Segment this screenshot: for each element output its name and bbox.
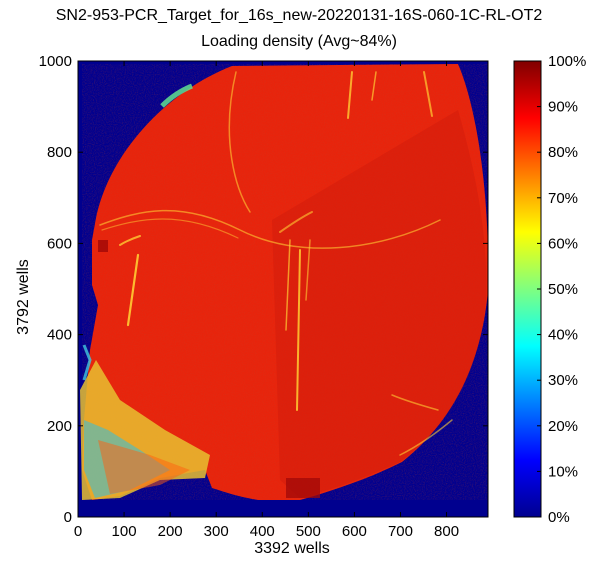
y-tick-label: 1000 <box>39 53 72 70</box>
y-tick-label: 200 <box>47 418 72 435</box>
y-tick-label: 0 <box>64 509 72 526</box>
x-tick-label: 0 <box>74 523 82 540</box>
y-tick-label: 600 <box>47 235 72 252</box>
streaks <box>99 71 453 456</box>
plot-frame <box>77 60 489 518</box>
x-tick-label: 700 <box>388 523 413 540</box>
x-tick-label: 300 <box>204 523 229 540</box>
colorbar-tick-label: 80% <box>548 144 578 161</box>
colorbar-tick-label: 60% <box>548 235 578 252</box>
x-axis-label: 3392 wells <box>254 540 330 557</box>
colorbar-ticks: 0% 10% 20% 30% 40% 50% 60% 70% 80% 90% 100% <box>537 53 586 526</box>
x-tick-label: 100 <box>112 523 137 540</box>
y-tick-label: 400 <box>47 327 72 344</box>
colorbar <box>513 60 542 518</box>
y-tick-label: 800 <box>47 144 72 161</box>
heatmap-image <box>80 64 488 500</box>
colorbar-tick-label: 40% <box>548 327 578 344</box>
chart-title: SN2-953-PCR_Target_for_16s_new-20220131-… <box>55 7 543 24</box>
x-tick-label: 600 <box>342 523 367 540</box>
x-tick-label: 800 <box>434 523 459 540</box>
x-tick-label: 500 <box>296 523 321 540</box>
colorbar-tick-label: 50% <box>548 281 578 298</box>
colorbar-tick-label: 0% <box>548 509 570 526</box>
colorbar-tick-label: 30% <box>548 372 578 389</box>
colorbar-tick-label: 90% <box>548 99 578 116</box>
colorbar-tick-label: 20% <box>548 418 578 435</box>
x-tick-label: 400 <box>250 523 275 540</box>
colorbar-tick-label: 10% <box>548 463 578 480</box>
chart-subtitle: Loading density (Avg~84%) <box>201 33 397 50</box>
colorbar-tick-label: 100% <box>548 53 586 70</box>
colorbar-tick-label: 70% <box>548 190 578 207</box>
y-axis-ticks: 0 200 400 600 800 1000 <box>39 53 488 526</box>
x-axis-ticks: 0 100 200 300 400 500 600 700 800 <box>74 61 459 540</box>
x-tick-label: 200 <box>158 523 183 540</box>
